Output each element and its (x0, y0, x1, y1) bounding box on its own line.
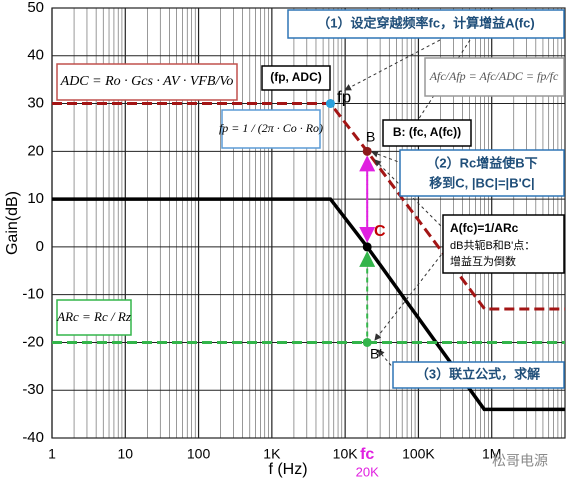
point (362, 337, 372, 347)
annotation: (fp, ADC) (270, 70, 322, 84)
annotation: 移到C, |BC|=|B'C| (429, 175, 534, 190)
y-tick-label: -20 (22, 333, 44, 350)
annotation: （1）设定穿越频率fc，计算增益A(fc) (317, 15, 534, 30)
arrow (404, 39, 471, 141)
annotation: （3）联立公式，求解 (416, 366, 540, 381)
formula: ADC = Ro · Gcs · AV · VFB/Vo (60, 74, 234, 89)
annotation: B (366, 129, 375, 145)
annotation: fp (337, 87, 351, 106)
arrow (377, 349, 396, 371)
point (325, 99, 335, 109)
annotation: 增益互为倒数 (450, 254, 516, 268)
formula: ARc = Rc / Rz (56, 309, 131, 324)
y-tick-label: 10 (27, 190, 44, 207)
x-tick-label: 100K (402, 446, 435, 462)
x-tick-label: 10K (333, 446, 359, 462)
plot (52, 99, 565, 412)
annotation: C (374, 223, 386, 240)
y-tick-label: 40 (27, 47, 44, 64)
annotation: B' (370, 346, 382, 362)
formula: fp = 1 / (2π · Co · Ro) (219, 121, 323, 135)
text-box (56, 63, 238, 101)
text-box (424, 57, 565, 97)
y-tick-label: 0 (36, 238, 44, 255)
y-tick-label: 50 (27, 0, 44, 16)
x-tick-label: 1 (48, 446, 56, 462)
fc-value: 20K (356, 464, 379, 479)
text-box (392, 361, 565, 389)
annotation: dB共轭B和B'点： (450, 238, 535, 252)
x-axis-label: f (Hz) (268, 461, 307, 478)
y-axis-label: Gain(dB) (4, 191, 21, 255)
plot-frame (51, 7, 566, 439)
y-tick-label: -30 (22, 381, 44, 398)
formula: Afc/Afp = Afc/ADC = fp/fc (429, 69, 559, 83)
y-tick-label: 20 (27, 142, 44, 159)
text-box (221, 109, 321, 149)
x-tick-label: 10 (117, 446, 133, 462)
x-tick-label: 1K (263, 446, 281, 462)
point (362, 146, 372, 156)
text-box (382, 119, 472, 147)
text-box (442, 214, 565, 274)
y-tick-label: -40 (22, 429, 44, 446)
point (362, 242, 372, 252)
fc-label: fc (360, 446, 374, 463)
text-box (287, 9, 565, 39)
y-tick-label: -10 (22, 286, 44, 303)
annotation: A(fc)=1/ARc (450, 221, 519, 235)
x-tick-label: 100 (187, 446, 211, 462)
annotation: B: (fc, A(fc)) (393, 125, 461, 139)
annotation: 松哥电源 (492, 453, 548, 469)
arrow (374, 249, 446, 341)
x-tick-label: 1M (482, 446, 501, 462)
annotation: （2）Rc增益使B下 (426, 155, 537, 170)
text-box (399, 149, 565, 197)
text-box (261, 65, 331, 91)
text-box (56, 299, 132, 336)
y-tick-label: 30 (27, 95, 44, 112)
